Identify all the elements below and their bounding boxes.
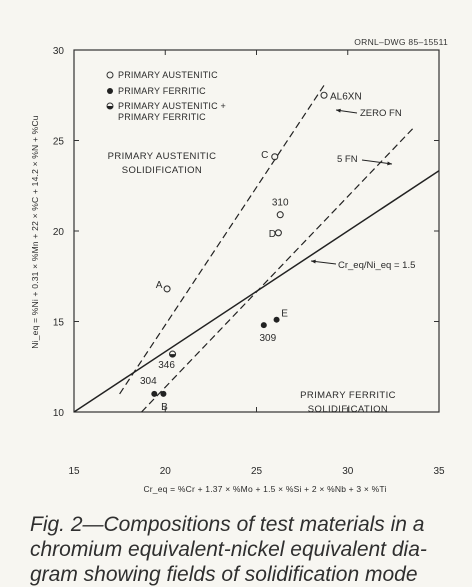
y-axis-title: Ni_eq = %Ni + 0.31 × %Mn + 22 × %C + 14.… bbox=[30, 115, 40, 348]
leader-five-fn bbox=[361, 159, 393, 165]
drawing-id: ORNL–DWG 85–15511 bbox=[354, 37, 448, 47]
point-346-label: 346 bbox=[158, 360, 175, 371]
y-tick-label: 15 bbox=[53, 318, 65, 329]
x-tick-label: 25 bbox=[251, 466, 263, 477]
data-points bbox=[151, 91, 328, 397]
point-309 bbox=[260, 322, 267, 329]
legend-open-marker bbox=[106, 71, 114, 79]
legend-item-ferritic: PRIMARY FERRITIC bbox=[107, 86, 206, 96]
point-304-label: 304 bbox=[140, 376, 157, 387]
point-310 bbox=[276, 211, 284, 219]
label-five-fn: 5 FN bbox=[337, 154, 358, 165]
point-346-fill bbox=[169, 354, 176, 358]
y-tick-label: 20 bbox=[53, 227, 65, 238]
legend-label-austenitic: PRIMARY AUSTENITIC bbox=[118, 70, 218, 80]
legend-label-mixed: PRIMARY AUSTENITIC + bbox=[118, 101, 226, 111]
point-309-label: 309 bbox=[259, 333, 276, 344]
point-d-label: D bbox=[269, 229, 276, 240]
legend-filled-marker bbox=[107, 88, 113, 94]
point-a bbox=[163, 285, 171, 293]
legend-item-austenitic: PRIMARY AUSTENITIC bbox=[106, 70, 218, 80]
line-zero-fn bbox=[119, 82, 327, 395]
x-tick-label: 15 bbox=[68, 466, 80, 477]
region-ferritic-line2: SOLIDIFICATION bbox=[308, 404, 388, 415]
point-al6xn bbox=[320, 91, 328, 99]
leader-zero-fn-head bbox=[336, 108, 341, 113]
label-zero-fn: ZERO FN bbox=[360, 108, 402, 119]
region-austenitic-line1: PRIMARY AUSTENITIC bbox=[108, 151, 217, 162]
point-310-label: 310 bbox=[272, 198, 289, 209]
legend-item-mixed: PRIMARY AUSTENITIC + PRIMARY FERRITIC bbox=[106, 101, 226, 122]
y-tick-label: 30 bbox=[53, 46, 65, 57]
x-tick-label: 20 bbox=[160, 466, 172, 477]
point-b bbox=[160, 390, 167, 397]
y-tick-label: 25 bbox=[53, 137, 65, 148]
legend: PRIMARY AUSTENITIC PRIMARY FERRITIC PRIM… bbox=[106, 70, 226, 122]
point-b-label: B bbox=[161, 402, 168, 413]
point-a-label: A bbox=[156, 280, 163, 291]
point-al6xn-label: AL6XN bbox=[330, 91, 362, 102]
y-axis-ticks: 10 15 20 25 30 bbox=[53, 46, 439, 419]
reference-lines bbox=[74, 82, 439, 412]
legend-label-mixed-2: PRIMARY FERRITIC bbox=[118, 112, 206, 122]
caption-line-2: chromium equivalent-nickel equivalent di… bbox=[30, 538, 427, 561]
region-austenitic-line2: SOLIDIFICATION bbox=[122, 165, 202, 176]
legend-label-ferritic: PRIMARY FERRITIC bbox=[118, 86, 206, 96]
caption-line-1: Fig. 2—Compositions of test materials in… bbox=[30, 513, 425, 536]
point-e-label: E bbox=[281, 309, 288, 320]
region-ferritic-line1: PRIMARY FERRITIC bbox=[300, 390, 396, 401]
line-labels: ZERO FN 5 FN Cr_eq/Ni_eq = 1.5 bbox=[310, 108, 415, 271]
x-axis-title: Cr_eq = %Cr + 1.37 × %Mo + 1.5 × %Si + 2… bbox=[143, 484, 386, 494]
figure-caption: Fig. 2—Compositions of test materials in… bbox=[30, 512, 466, 587]
point-e bbox=[273, 316, 280, 323]
x-tick-label: 30 bbox=[342, 466, 354, 477]
axis-titles: Cr_eq = %Cr + 1.37 × %Mo + 1.5 × %Si + 2… bbox=[30, 115, 386, 494]
point-c bbox=[271, 153, 279, 161]
point-304 bbox=[151, 390, 158, 397]
legend-half-fill bbox=[107, 106, 113, 109]
y-tick-label: 10 bbox=[53, 408, 65, 419]
leader-ratio-head bbox=[311, 259, 316, 264]
leader-five-fn-head bbox=[387, 161, 392, 166]
point-c-label: C bbox=[261, 150, 268, 161]
label-ratio: Cr_eq/Ni_eq = 1.5 bbox=[338, 260, 415, 271]
point-d bbox=[274, 229, 282, 237]
x-axis-ticks: 15 20 25 30 35 bbox=[68, 50, 445, 477]
x-tick-label: 35 bbox=[433, 466, 445, 477]
